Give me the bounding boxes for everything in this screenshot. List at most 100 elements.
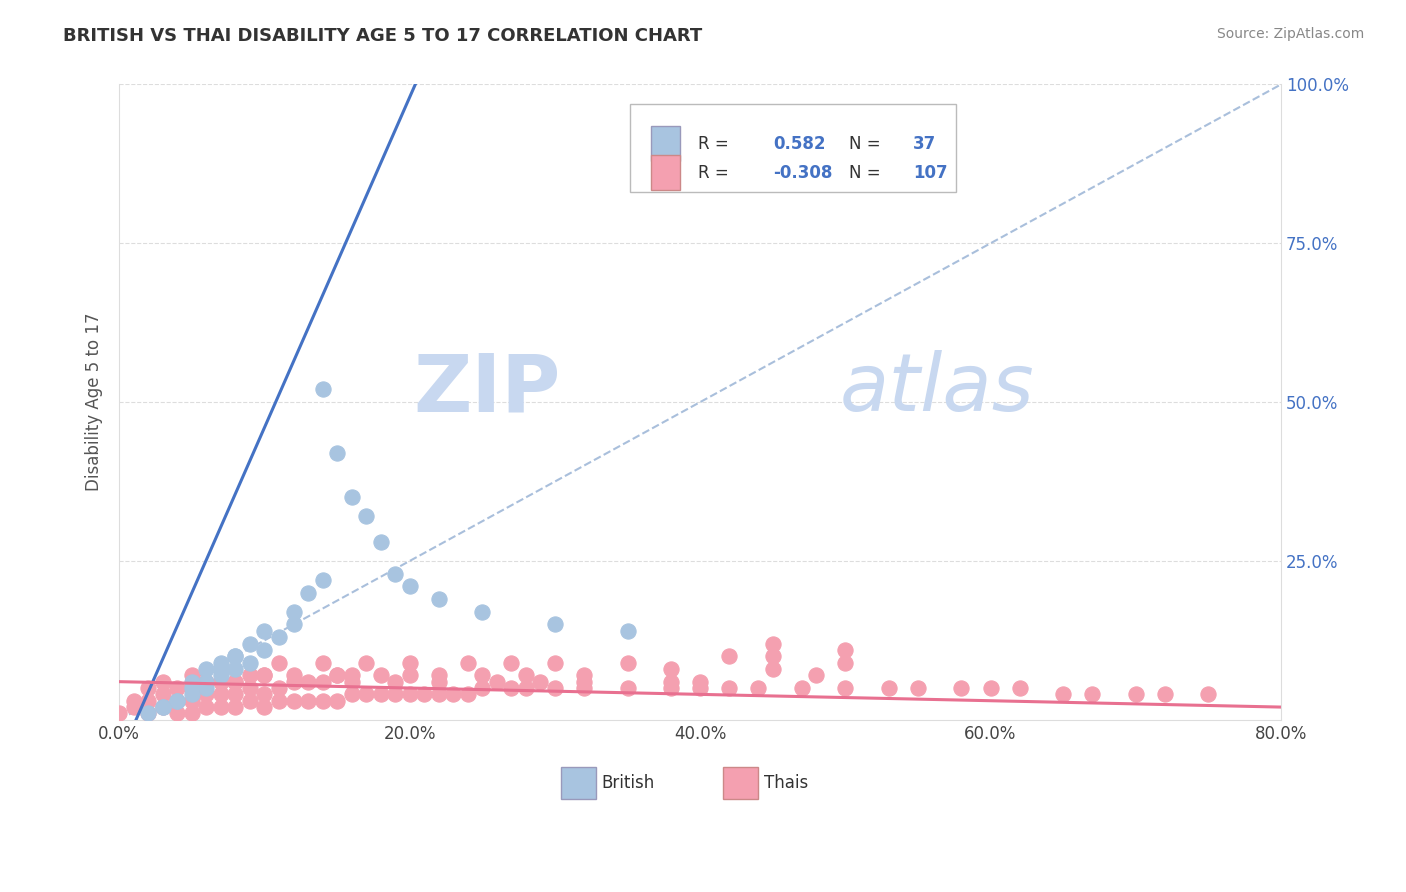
Point [384, 674, 406, 689]
Point [326, 694, 349, 708]
Point [471, 605, 494, 619]
Point [224, 649, 246, 664]
Point [239, 656, 262, 670]
Point [413, 687, 436, 701]
Point [616, 624, 638, 638]
Point [180, 674, 202, 689]
Point [659, 674, 682, 689]
Point [1153, 687, 1175, 701]
Point [283, 617, 305, 632]
Point [267, 630, 290, 644]
Point [224, 700, 246, 714]
Text: atlas: atlas [839, 351, 1035, 428]
Point [689, 674, 711, 689]
Point [544, 617, 567, 632]
Bar [561, 767, 596, 799]
Point [180, 694, 202, 708]
FancyBboxPatch shape [630, 103, 956, 193]
Point [239, 636, 262, 650]
Point [253, 624, 276, 638]
Point [834, 643, 856, 657]
Text: Thais: Thais [763, 774, 808, 792]
Point [398, 656, 420, 670]
Point [297, 694, 319, 708]
Point [427, 687, 450, 701]
Point [166, 706, 188, 721]
Point [340, 668, 363, 682]
Point [152, 674, 174, 689]
Point [340, 674, 363, 689]
Point [718, 681, 741, 695]
Point [253, 668, 276, 682]
Text: R =: R = [697, 164, 734, 182]
Bar [723, 767, 758, 799]
Point [136, 706, 159, 721]
Point [689, 681, 711, 695]
Point [659, 662, 682, 676]
Point [209, 687, 232, 701]
Point [370, 687, 392, 701]
Point [427, 668, 450, 682]
Text: -0.308: -0.308 [773, 164, 832, 182]
Point [529, 674, 551, 689]
Point [762, 662, 785, 676]
Point [471, 681, 494, 695]
Point [152, 687, 174, 701]
Point [457, 656, 479, 670]
Bar [651, 155, 681, 190]
Point [834, 656, 856, 670]
Point [311, 383, 333, 397]
Point [354, 687, 377, 701]
Point [806, 668, 828, 682]
Point [457, 687, 479, 701]
Point [1081, 687, 1104, 701]
Point [501, 681, 523, 695]
Text: N =: N = [849, 164, 886, 182]
Point [195, 687, 218, 701]
Text: British: British [602, 774, 655, 792]
Point [195, 681, 218, 695]
Point [166, 681, 188, 695]
Point [209, 662, 232, 676]
Point [762, 649, 785, 664]
Point [384, 566, 406, 581]
Point [485, 674, 508, 689]
Text: N =: N = [849, 135, 886, 153]
Point [180, 706, 202, 721]
Point [790, 681, 813, 695]
Point [616, 656, 638, 670]
Text: Source: ZipAtlas.com: Source: ZipAtlas.com [1216, 27, 1364, 41]
Point [354, 509, 377, 524]
Point [195, 662, 218, 676]
Point [616, 681, 638, 695]
Point [136, 706, 159, 721]
Point [224, 674, 246, 689]
Point [267, 681, 290, 695]
Point [326, 668, 349, 682]
Point [166, 694, 188, 708]
Point [166, 694, 188, 708]
Point [209, 656, 232, 670]
Y-axis label: Disability Age 5 to 17: Disability Age 5 to 17 [86, 313, 103, 491]
Point [311, 573, 333, 587]
Point [572, 681, 595, 695]
Point [441, 687, 464, 701]
Point [224, 687, 246, 701]
Point [267, 656, 290, 670]
Point [239, 668, 262, 682]
Point [209, 668, 232, 682]
Point [122, 694, 145, 708]
Text: ZIP: ZIP [413, 351, 561, 428]
Point [180, 681, 202, 695]
Point [209, 674, 232, 689]
Text: R =: R = [697, 135, 734, 153]
Point [311, 674, 333, 689]
Point [239, 681, 262, 695]
Point [515, 681, 537, 695]
Point [370, 668, 392, 682]
Point [209, 700, 232, 714]
Point [180, 668, 202, 682]
Point [762, 636, 785, 650]
Point [180, 687, 202, 701]
Point [180, 681, 202, 695]
